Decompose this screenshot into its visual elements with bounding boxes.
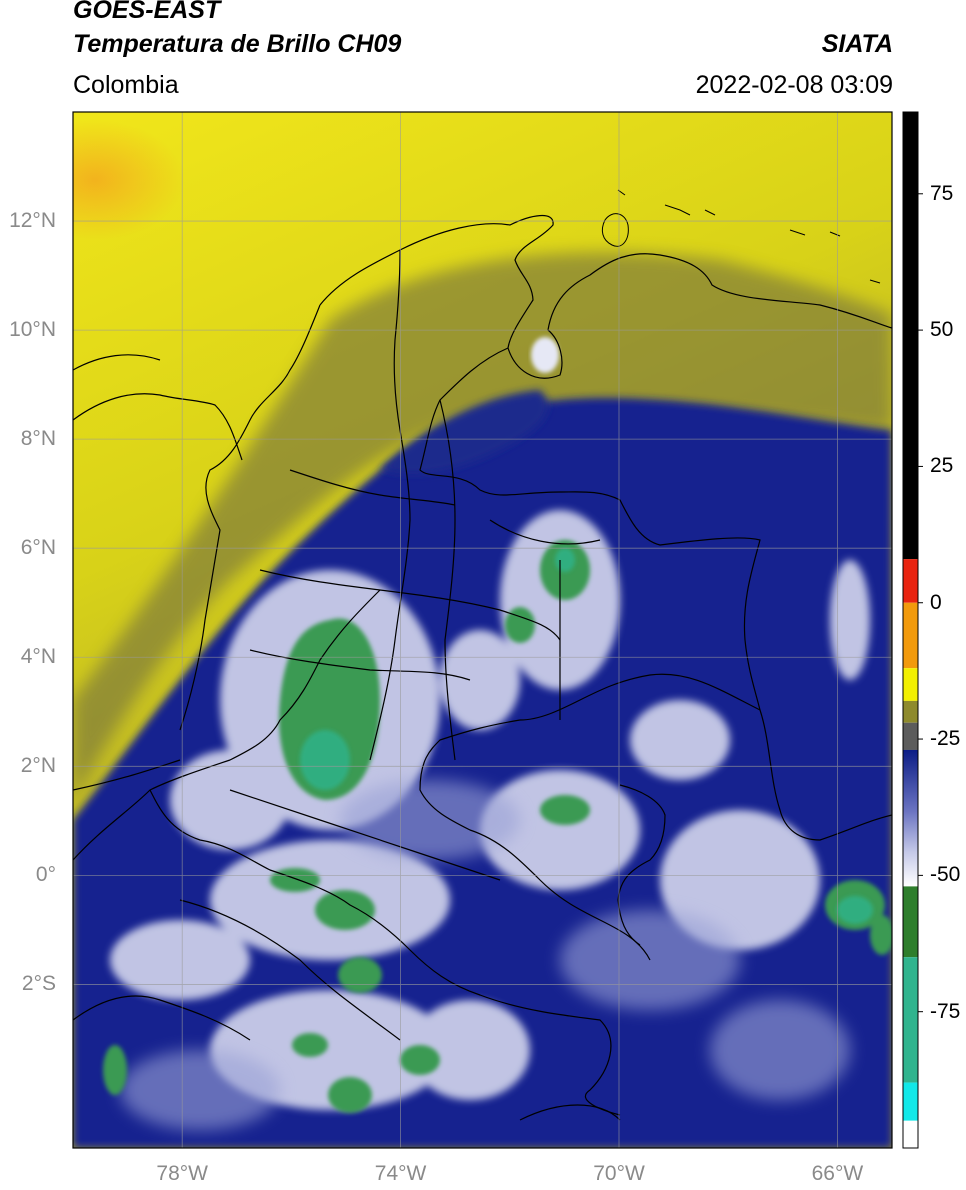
colorbar-tick-label: 25 <box>930 454 954 478</box>
datetime-label: 2022-02-08 03:09 <box>695 71 893 99</box>
colorbar <box>903 112 923 1148</box>
longitude-tick-label: 78°W <box>156 1162 208 1185</box>
island-outlines <box>601 189 881 284</box>
brand-label: SIATA <box>821 30 893 58</box>
latitude-tick-label: 10°N <box>9 318 56 342</box>
map-frame <box>72 111 893 1149</box>
colorbar-segment <box>903 957 918 1083</box>
latitude-tick-label: 6°N <box>20 536 56 560</box>
colorbar-segment <box>903 112 918 560</box>
latitude-tick-label: 2°N <box>20 754 56 778</box>
latitude-tick-label: 0° <box>35 863 56 887</box>
country-borders <box>73 215 892 1121</box>
colorbar-segment <box>903 700 918 723</box>
colorbar-tick-label: 75 <box>930 181 954 205</box>
colorbar-segment <box>903 722 918 750</box>
colorbar-segment <box>903 559 918 603</box>
colorbar-frame <box>902 111 919 1149</box>
product-title-channel: Temperatura de Brillo CH09 <box>73 30 402 58</box>
region-label: Colombia <box>73 71 179 99</box>
latitude-tick-label: 2°S <box>21 972 56 996</box>
colorbar-tick-label: 0 <box>930 590 942 614</box>
product-title-satellite: GOES-EAST <box>73 0 221 24</box>
longitude-tick-label: 70°W <box>593 1162 645 1185</box>
colorbar-segment <box>903 749 918 887</box>
colorbar-tick-label: 50 <box>930 318 954 342</box>
map-image <box>73 112 892 1148</box>
gridlines <box>73 112 892 1148</box>
latitude-tick-label: 8°N <box>20 427 56 451</box>
colorbar-segment <box>903 1082 918 1121</box>
colorbar-tick-label: -50 <box>930 863 961 887</box>
colorbar-tick-label: -75 <box>930 999 961 1023</box>
latitude-tick-label: 12°N <box>9 209 56 233</box>
colorbar-segment <box>903 668 918 701</box>
colorbar-tick-label: -25 <box>930 727 961 751</box>
longitude-tick-label: 74°W <box>374 1162 427 1185</box>
longitude-tick-label: 66°W <box>811 1162 864 1185</box>
latitude-tick-label: 4°N <box>20 645 56 669</box>
colorbar-segment <box>903 1120 918 1148</box>
colorbar-segment <box>903 886 918 958</box>
colorbar-segment <box>903 602 918 669</box>
